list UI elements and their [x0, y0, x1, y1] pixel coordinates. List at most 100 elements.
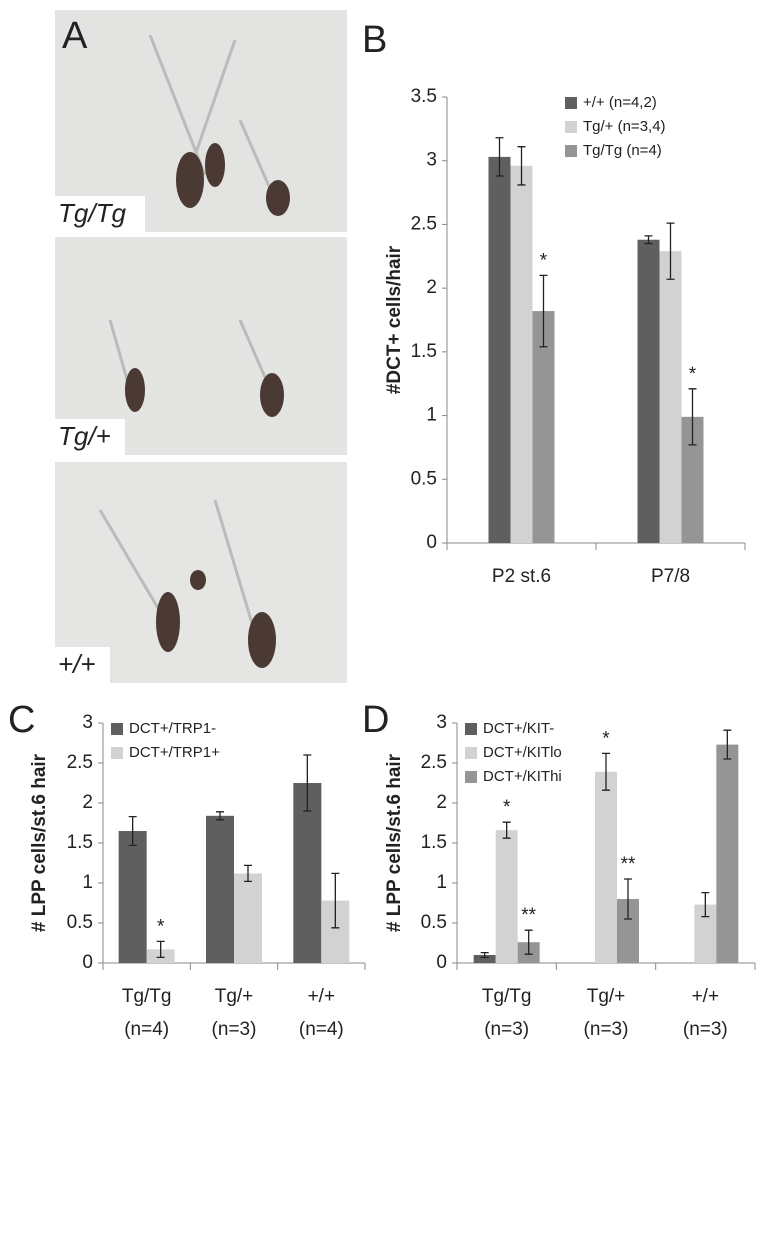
error-bar: [666, 222, 675, 280]
y-tick-label: 2: [82, 792, 93, 813]
y-tick-label: 1: [426, 405, 437, 426]
significance: *: [602, 728, 610, 749]
bar: [206, 815, 234, 963]
legend-label: Tg/Tg (n=4): [583, 142, 662, 159]
x-tick-label: Tg/+: [215, 986, 254, 1007]
label-box: [55, 419, 125, 455]
significance: *: [157, 916, 165, 937]
legend-label: DCT+/TRP1+: [129, 744, 220, 761]
y-tick-label: 0: [426, 532, 437, 553]
error-bar: [331, 872, 340, 929]
legend-label: Tg/+ (n=3,4): [583, 118, 666, 135]
legend-swatch: [565, 121, 577, 133]
significance: **: [521, 905, 536, 926]
genotype-label: Tg/Tg: [58, 198, 126, 228]
legend-swatch: [465, 723, 477, 735]
y-tick-label: 3: [436, 712, 447, 733]
bar: [694, 904, 717, 963]
legend-label: +/+ (n=4,2): [583, 94, 657, 111]
y-tick-label: 0: [82, 952, 93, 973]
x-tick-label: P2 st.6: [492, 566, 551, 587]
x-tick-label: P7/8: [651, 566, 690, 587]
error-bar: [539, 274, 548, 348]
panel-letter: A: [62, 15, 88, 57]
legend-swatch: [465, 771, 477, 783]
error-bar: [524, 929, 533, 955]
genotype-label: +/+: [58, 649, 96, 679]
x-tick-note: (n=3): [584, 1019, 629, 1040]
bar: [595, 771, 617, 963]
hair-bulbs: [125, 143, 290, 668]
legend-swatch: [565, 97, 577, 109]
y-tick-label: 2: [426, 277, 437, 298]
error-bar: [495, 137, 504, 177]
significance: **: [621, 854, 636, 875]
bar: [234, 873, 262, 963]
panel-letter: D: [362, 699, 389, 741]
x-tick-note: (n=3): [484, 1019, 529, 1040]
y-tick-label: 0.5: [421, 912, 447, 933]
legend-swatch: [111, 723, 123, 735]
panel-letter: B: [362, 19, 387, 61]
legend-label: DCT+/KITlo: [483, 744, 562, 761]
y-tick-label: 1.5: [421, 832, 447, 853]
error-bar: [502, 821, 511, 839]
bar: [532, 311, 555, 543]
y-axis-label: #DCT+ cells/hair: [384, 245, 405, 394]
y-tick-label: 0: [436, 952, 447, 973]
x-tick-label: Tg/+: [587, 986, 626, 1007]
bar: [495, 830, 518, 963]
bar: [488, 156, 511, 544]
error-bar: [303, 754, 312, 812]
genotype-label: Tg/+: [58, 421, 111, 451]
significance: *: [689, 364, 697, 385]
y-tick-label: 3: [82, 712, 93, 733]
y-tick-label: 1: [436, 872, 447, 893]
legend-label: DCT+/KIT-: [483, 720, 554, 737]
error-bar: [644, 235, 653, 245]
label-box: [55, 196, 145, 232]
panel-letter: C: [8, 699, 35, 741]
legend-swatch: [465, 747, 477, 759]
x-tick-label: +/+: [692, 986, 719, 1007]
y-axis-label: # LPP cells/st.6 hair: [384, 753, 405, 932]
y-tick-label: 0.5: [411, 468, 437, 489]
bar: [473, 955, 496, 963]
error-bar: [701, 891, 710, 918]
error-bar: [624, 878, 632, 920]
y-tick-label: 2.5: [67, 752, 93, 773]
error-bar: [244, 864, 252, 883]
legend-swatch: [565, 145, 577, 157]
legend-label: DCT+/TRP1-: [129, 720, 216, 737]
x-tick-note: (n=3): [212, 1019, 257, 1040]
x-tick-label: Tg/Tg: [122, 986, 172, 1007]
y-tick-label: 1.5: [67, 832, 93, 853]
error-bar: [128, 815, 137, 847]
y-tick-label: 1.5: [411, 341, 437, 362]
x-tick-label: Tg/Tg: [482, 986, 532, 1007]
y-tick-label: 3: [426, 150, 437, 171]
bar: [637, 239, 660, 543]
y-tick-label: 2.5: [411, 213, 437, 234]
bar: [681, 416, 704, 543]
x-tick-note: (n=3): [683, 1019, 728, 1040]
significance: *: [540, 250, 548, 271]
bar: [716, 744, 739, 963]
y-tick-label: 1: [82, 872, 93, 893]
y-tick-label: 3.5: [411, 86, 437, 107]
y-tick-label: 2.5: [421, 752, 447, 773]
error-bar: [723, 729, 732, 760]
bar: [118, 831, 147, 963]
micrograph: [55, 237, 347, 455]
error-bar: [688, 388, 697, 446]
bar: [293, 783, 322, 963]
panel-a: A Tg/Tg Tg/+ +/+: [55, 10, 347, 683]
y-tick-label: 2: [436, 792, 447, 813]
error-bar: [216, 811, 224, 821]
label-box: [55, 647, 110, 683]
error-bar: [517, 146, 526, 186]
bar: [510, 165, 533, 543]
bar: [659, 251, 682, 543]
significance: *: [503, 797, 511, 818]
